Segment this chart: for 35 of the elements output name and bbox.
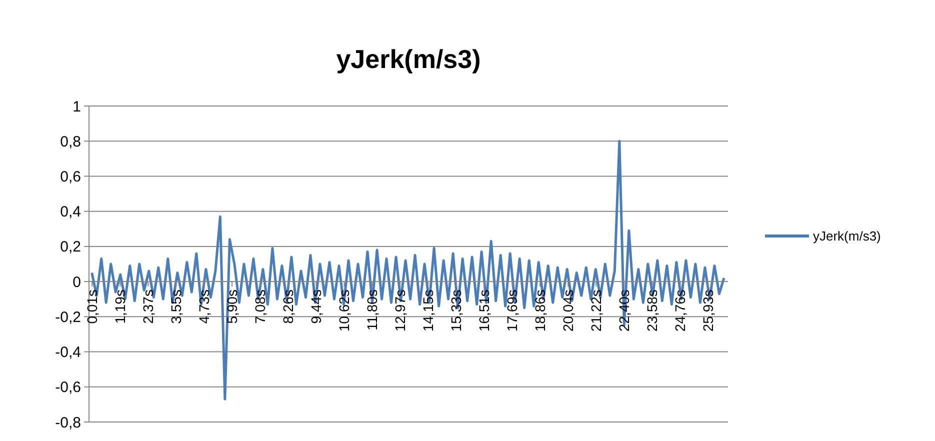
x-tick-label: 2,37s xyxy=(140,290,156,324)
y-tick-label: -0,2 xyxy=(55,308,81,326)
x-tick-label: 17,69s xyxy=(504,290,520,332)
y-tick-label: -0,8 xyxy=(55,414,81,432)
x-tick-label: 5,90s xyxy=(224,290,240,324)
x-tick-label: 25,93s xyxy=(700,290,716,332)
chart-title: yJerk(m/s3) xyxy=(336,44,481,74)
y-tick-label: -0,4 xyxy=(55,344,81,362)
y-tick-label: 0,6 xyxy=(60,168,81,186)
y-tick-label: 0,2 xyxy=(60,238,81,256)
x-tick-label: 9,44s xyxy=(308,290,324,324)
y-tick-label: 0,8 xyxy=(60,133,81,150)
x-tick-label: 12,97s xyxy=(392,290,408,332)
x-tick-label: 18,86s xyxy=(532,290,548,332)
x-tick-label: 0,01s xyxy=(84,290,100,324)
x-tick-label: 10,62s xyxy=(336,290,352,332)
x-tick-label: 15,33s xyxy=(448,290,464,332)
x-tick-label: 14,15s xyxy=(420,290,436,332)
x-tick-label: 8,26s xyxy=(280,290,296,324)
x-tick-label: 7,08s xyxy=(252,290,268,324)
x-tick-label: 23,58s xyxy=(644,290,660,332)
x-tick-label: 4,73s xyxy=(196,290,212,324)
x-tick-label: 20,04s xyxy=(560,290,576,332)
legend-label: yJerk(m/s3) xyxy=(813,228,881,244)
y-tick-label: 0,4 xyxy=(60,204,81,221)
x-tick-label: 11,80s xyxy=(364,290,380,331)
x-tick-label: 16,51s xyxy=(476,290,492,332)
y-tick-label: -0,6 xyxy=(55,379,81,396)
x-tick-label: 24,76s xyxy=(672,290,688,332)
x-tick-label: 1,19s xyxy=(112,290,128,324)
x-tick-label: 21,22s xyxy=(588,290,604,332)
x-tick-label: 22,40s xyxy=(616,290,632,332)
y-tick-label: 0 xyxy=(72,274,81,291)
x-tick-label: 3,55s xyxy=(168,290,184,324)
y-tick-label: 1 xyxy=(72,98,81,116)
